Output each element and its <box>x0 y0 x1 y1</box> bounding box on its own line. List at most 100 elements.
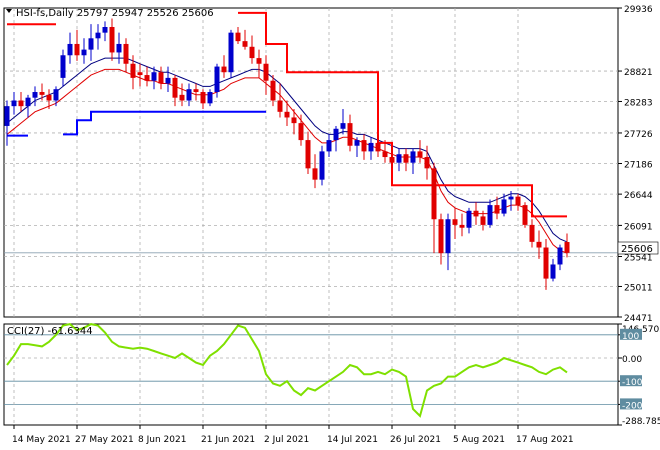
candle <box>60 49 66 87</box>
candle <box>228 29 234 78</box>
candle-body <box>200 92 206 104</box>
candle <box>529 219 535 248</box>
candle-body <box>130 63 136 78</box>
candle-body <box>123 43 129 64</box>
candle-body <box>284 111 290 118</box>
candle-body <box>424 157 430 169</box>
candle-body <box>46 94 52 101</box>
candle-body <box>270 80 276 101</box>
candle-body <box>144 75 150 81</box>
candle-body <box>11 100 17 107</box>
candle-body <box>550 264 556 279</box>
candle <box>53 86 59 107</box>
candle-body <box>417 151 423 158</box>
candle-body <box>277 100 283 112</box>
candle <box>319 145 325 186</box>
candle-body <box>214 66 220 93</box>
price-tick-label: 28821 <box>624 68 653 78</box>
candle <box>354 137 360 158</box>
candle <box>256 49 262 78</box>
candle <box>109 18 115 61</box>
candle-body <box>431 168 437 220</box>
candle-body <box>263 63 269 81</box>
candle-body <box>438 219 444 254</box>
candle <box>361 134 367 160</box>
candle <box>186 83 192 107</box>
candle <box>333 125 339 152</box>
candle-body <box>501 199 507 214</box>
candle <box>508 190 514 211</box>
candle-body <box>445 219 451 254</box>
cci-level-badge <box>620 328 642 340</box>
candle <box>284 100 290 126</box>
candle <box>347 114 353 152</box>
candle <box>445 213 451 271</box>
candle <box>382 140 388 163</box>
candles <box>4 18 570 290</box>
candle <box>81 38 87 64</box>
candle-body <box>81 49 87 56</box>
candle <box>298 114 304 146</box>
candle <box>263 55 269 95</box>
candle <box>25 94 31 118</box>
candle-body <box>529 224 535 242</box>
candle-body <box>347 123 353 146</box>
cci-level-badge <box>620 398 642 410</box>
candle <box>32 86 38 107</box>
cci-line <box>6 323 568 418</box>
candle <box>277 83 283 118</box>
price-tick-label: 26644 <box>624 191 653 201</box>
candle-body <box>403 154 409 163</box>
candle <box>74 29 80 61</box>
candle <box>564 233 570 258</box>
cci-axis: 146.57051000.00-100-200-288.785 <box>618 323 660 427</box>
x-tick-label: 2 Jul 2021 <box>264 435 309 445</box>
candle <box>18 92 24 112</box>
candle-body <box>319 151 325 180</box>
candle <box>123 38 129 73</box>
candle-body <box>515 196 521 206</box>
candle-body <box>179 94 185 101</box>
cci-tick-label: -200 <box>622 401 643 411</box>
candle <box>459 213 465 237</box>
candle-body <box>452 219 458 225</box>
slow-moving-average <box>6 57 568 243</box>
candle <box>11 92 17 115</box>
candle <box>88 24 94 61</box>
candle-body <box>186 89 192 101</box>
candle-body <box>333 128 339 141</box>
support-step-line <box>7 110 266 137</box>
candle <box>95 24 101 50</box>
price-tick-label: 27186 <box>624 160 653 170</box>
candle <box>494 196 500 220</box>
candle <box>137 63 143 87</box>
candle-body <box>53 89 59 101</box>
candle-body <box>466 210 472 228</box>
candle <box>144 66 150 87</box>
candle <box>130 55 136 90</box>
candle <box>417 140 423 163</box>
candle <box>326 134 332 158</box>
candle-body <box>165 77 171 84</box>
candle-body <box>116 43 122 53</box>
candle-body <box>109 26 115 53</box>
candle-body <box>473 210 479 217</box>
candle-body <box>39 92 45 95</box>
candle <box>305 131 311 175</box>
cci-tick-label: 0.00 <box>622 355 642 365</box>
candle <box>522 202 528 228</box>
candle <box>46 89 52 109</box>
candle-body <box>536 241 542 248</box>
candle <box>172 75 178 107</box>
candle <box>452 207 458 240</box>
candle-body <box>480 216 486 225</box>
candle-body <box>312 168 318 180</box>
candle <box>536 230 542 259</box>
cci-panel <box>3 323 619 426</box>
cci-tick-label: -100 <box>622 378 643 388</box>
candle-body <box>564 242 570 253</box>
candle-body <box>522 205 528 225</box>
candle <box>151 66 157 90</box>
panel-menu-icon <box>6 9 12 13</box>
